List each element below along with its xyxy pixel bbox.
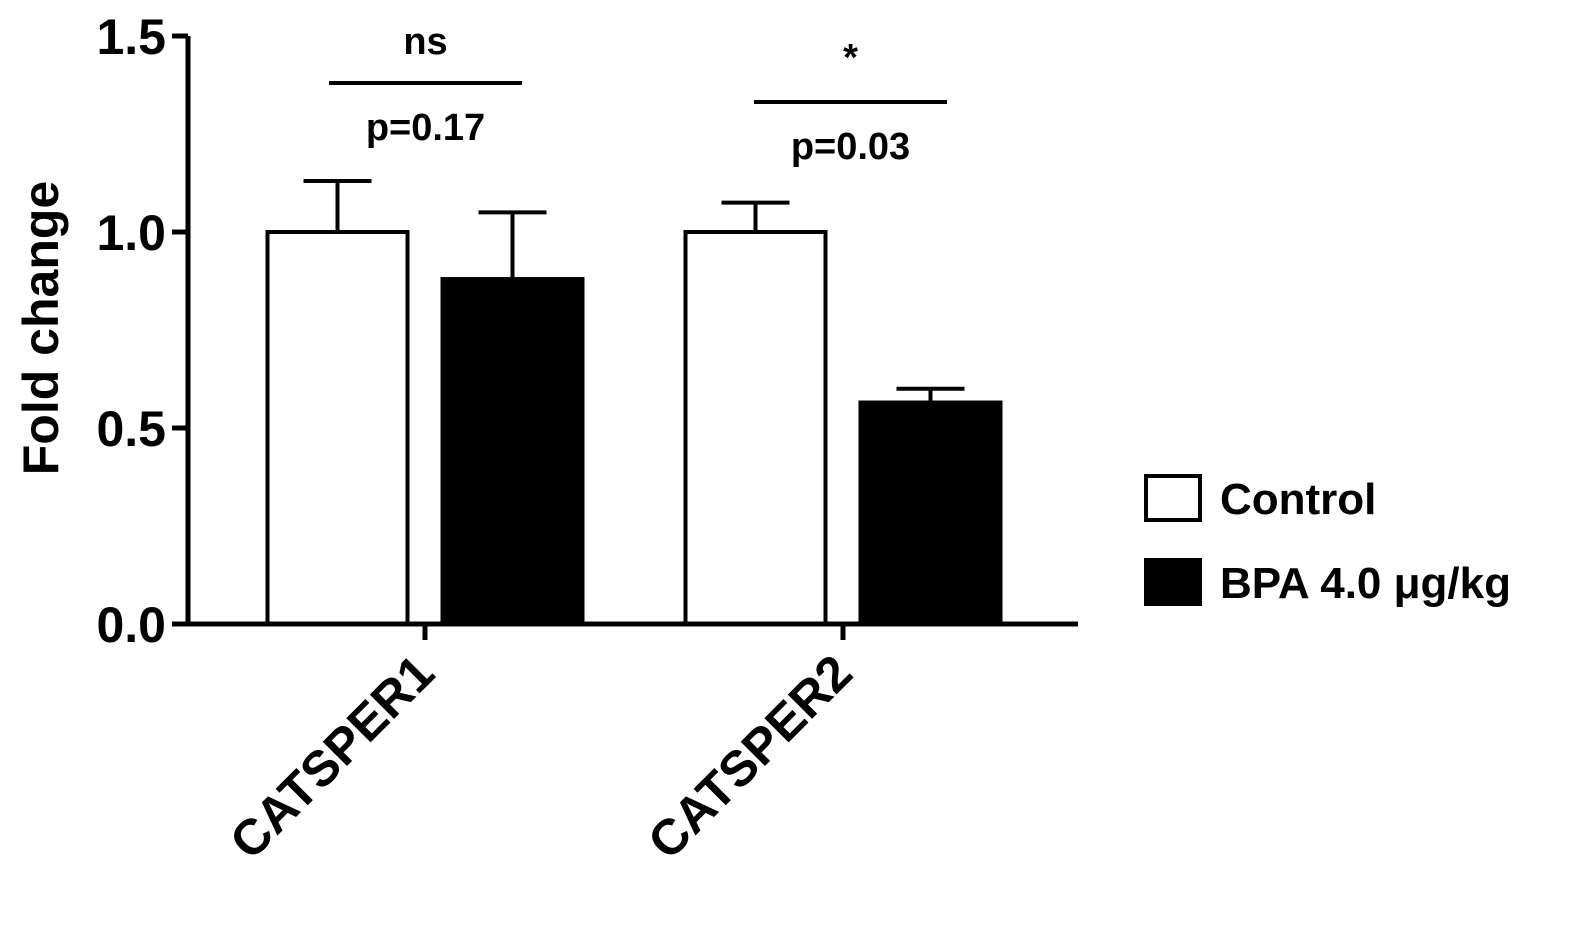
p-value-label: p=0.17: [366, 107, 485, 149]
x-tick-label: CATSPER2: [637, 644, 863, 870]
bar-control-catsper2: [683, 230, 828, 626]
y-tick-label: 1.5: [96, 9, 166, 65]
x-tick-label: CATSPER1: [219, 644, 445, 870]
bar-control-catsper1: [265, 230, 410, 626]
significance-label: *: [843, 37, 858, 79]
p-value-label: p=0.03: [791, 126, 910, 168]
legend-label-control: Control: [1220, 475, 1376, 524]
y-axis-label: Fold change: [13, 181, 69, 475]
legend-label-bpa: BPA 4.0 μg/kg: [1220, 559, 1511, 608]
y-tick-label: 0.5: [96, 401, 166, 457]
y-tick-label: 1.0: [96, 205, 166, 261]
bar-bpa-catsper1: [440, 277, 585, 626]
legend-swatch-control: [1144, 474, 1202, 522]
bar-bpa-catsper2: [858, 400, 1003, 626]
y-tick-label: 0.0: [96, 597, 166, 653]
significance-label: ns: [403, 21, 447, 63]
legend-swatch-bpa: [1144, 558, 1202, 606]
